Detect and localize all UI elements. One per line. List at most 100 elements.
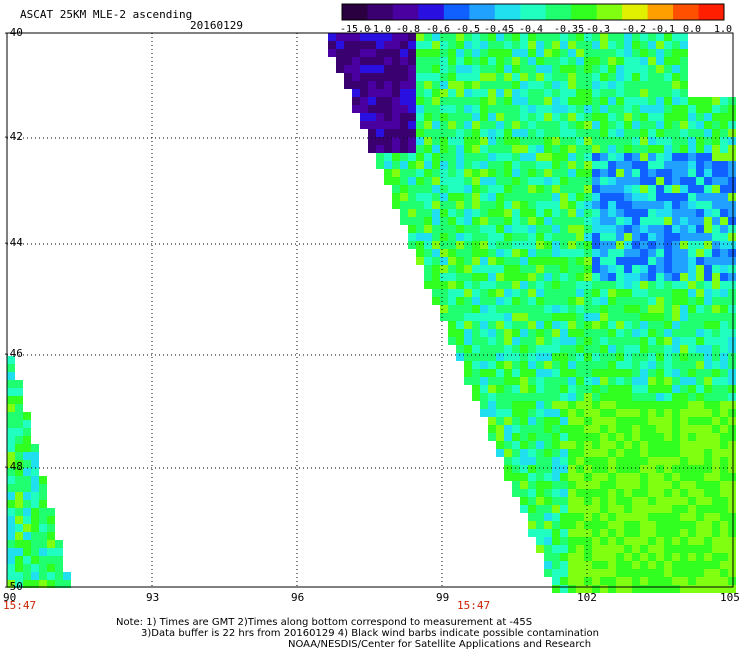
swath-pixel <box>15 572 23 580</box>
swath-pixel <box>680 521 688 529</box>
swath-pixel <box>600 113 608 121</box>
swath-pixel <box>528 233 536 241</box>
swath-pixel <box>688 393 696 401</box>
swath-pixel <box>552 121 560 129</box>
swath-pixel <box>480 177 488 185</box>
swath-pixel <box>616 97 624 105</box>
swath-pixel <box>568 497 576 505</box>
swath-pixel <box>544 169 552 177</box>
swath-pixel <box>456 201 464 209</box>
swath-pixel <box>616 49 624 57</box>
swath-pixel <box>552 257 560 265</box>
swath-pixel <box>432 153 440 161</box>
note-line-2: 3)Data buffer is 22 hrs from 20160129 4)… <box>141 628 599 639</box>
swath-pixel <box>616 521 624 529</box>
swath-pixel <box>464 169 472 177</box>
swath-pixel <box>544 401 552 409</box>
plot-frame <box>6 32 734 588</box>
swath-pixel <box>456 105 464 113</box>
swath-pixel <box>464 193 472 201</box>
swath-pixel <box>432 105 440 113</box>
swath-pixel <box>704 209 712 217</box>
swath-pixel <box>23 452 31 460</box>
swath-pixel <box>440 137 448 145</box>
swath-pixel <box>39 548 47 556</box>
swath-pixel <box>584 585 592 593</box>
swath-pixel <box>648 137 656 145</box>
colorbar-label: -0.1 <box>651 24 676 35</box>
swath-pixel <box>464 209 472 217</box>
swath-pixel <box>704 505 712 513</box>
swath-pixel <box>720 513 728 521</box>
swath-pixel <box>464 313 472 321</box>
swath-pixel <box>448 41 456 49</box>
swath-pixel <box>704 177 712 185</box>
swath-pixel <box>720 553 728 561</box>
swath-pixel <box>55 548 63 556</box>
swath-pixel <box>720 537 728 545</box>
swath-pixel <box>696 417 704 425</box>
swath-pixel <box>432 65 440 73</box>
swath-pixel <box>656 377 664 385</box>
swath-pixel <box>360 105 368 113</box>
swath-pixel <box>600 577 608 585</box>
swath-pixel <box>624 521 632 529</box>
swath-pixel <box>440 177 448 185</box>
swath-pixel <box>512 369 520 377</box>
swath-pixel <box>408 153 416 161</box>
swath-pixel <box>424 81 432 89</box>
swath-pixel <box>520 209 528 217</box>
swath-pixel <box>432 57 440 65</box>
swath-pixel <box>720 97 728 105</box>
swath-pixel <box>720 273 728 281</box>
swath-pixel <box>632 321 640 329</box>
swath-pixel <box>704 113 712 121</box>
swath-pixel <box>728 569 736 577</box>
swath-pixel <box>560 569 568 577</box>
swath-pixel <box>536 369 544 377</box>
swath-pixel <box>488 313 496 321</box>
swath-pixel <box>576 209 584 217</box>
swath-pixel <box>584 257 592 265</box>
swath-pixel <box>712 265 720 273</box>
swath-pixel <box>656 385 664 393</box>
swath-pixel <box>432 209 440 217</box>
swath-pixel <box>584 385 592 393</box>
swath-pixel <box>704 225 712 233</box>
swath-pixel <box>664 297 672 305</box>
swath-pixel <box>15 460 23 468</box>
swath-pixel <box>512 249 520 257</box>
swath-pixel <box>728 489 736 497</box>
swath-pixel <box>608 433 616 441</box>
swath-pixel <box>536 153 544 161</box>
swath-pixel <box>624 273 632 281</box>
swath-pixel <box>552 353 560 361</box>
swath-pixel <box>368 81 376 89</box>
swath-pixel <box>520 329 528 337</box>
grid-lines <box>7 33 733 587</box>
swath-pixel <box>560 265 568 273</box>
swath-pixel <box>576 489 584 497</box>
swath-pixel <box>544 153 552 161</box>
swath-pixel <box>504 345 512 353</box>
swath-pixel <box>432 137 440 145</box>
swath-pixel <box>584 321 592 329</box>
swath-pixel <box>440 33 448 41</box>
swath-pixel <box>648 209 656 217</box>
swath-pixel <box>664 569 672 577</box>
swath-pixel <box>352 57 360 65</box>
swath-pixel <box>384 97 392 105</box>
swath-pixel <box>528 457 536 465</box>
swath-pixel <box>576 217 584 225</box>
swath-pixel <box>608 321 616 329</box>
swath-pixel <box>600 529 608 537</box>
swath-pixel <box>568 233 576 241</box>
swath-pixel <box>552 537 560 545</box>
swath-pixel <box>488 265 496 273</box>
swath-pixel <box>656 233 664 241</box>
swath-pixel <box>584 57 592 65</box>
swath-pixel <box>536 353 544 361</box>
swath-pixel <box>624 473 632 481</box>
swath-pixel <box>416 129 424 137</box>
swath-pixel <box>448 153 456 161</box>
